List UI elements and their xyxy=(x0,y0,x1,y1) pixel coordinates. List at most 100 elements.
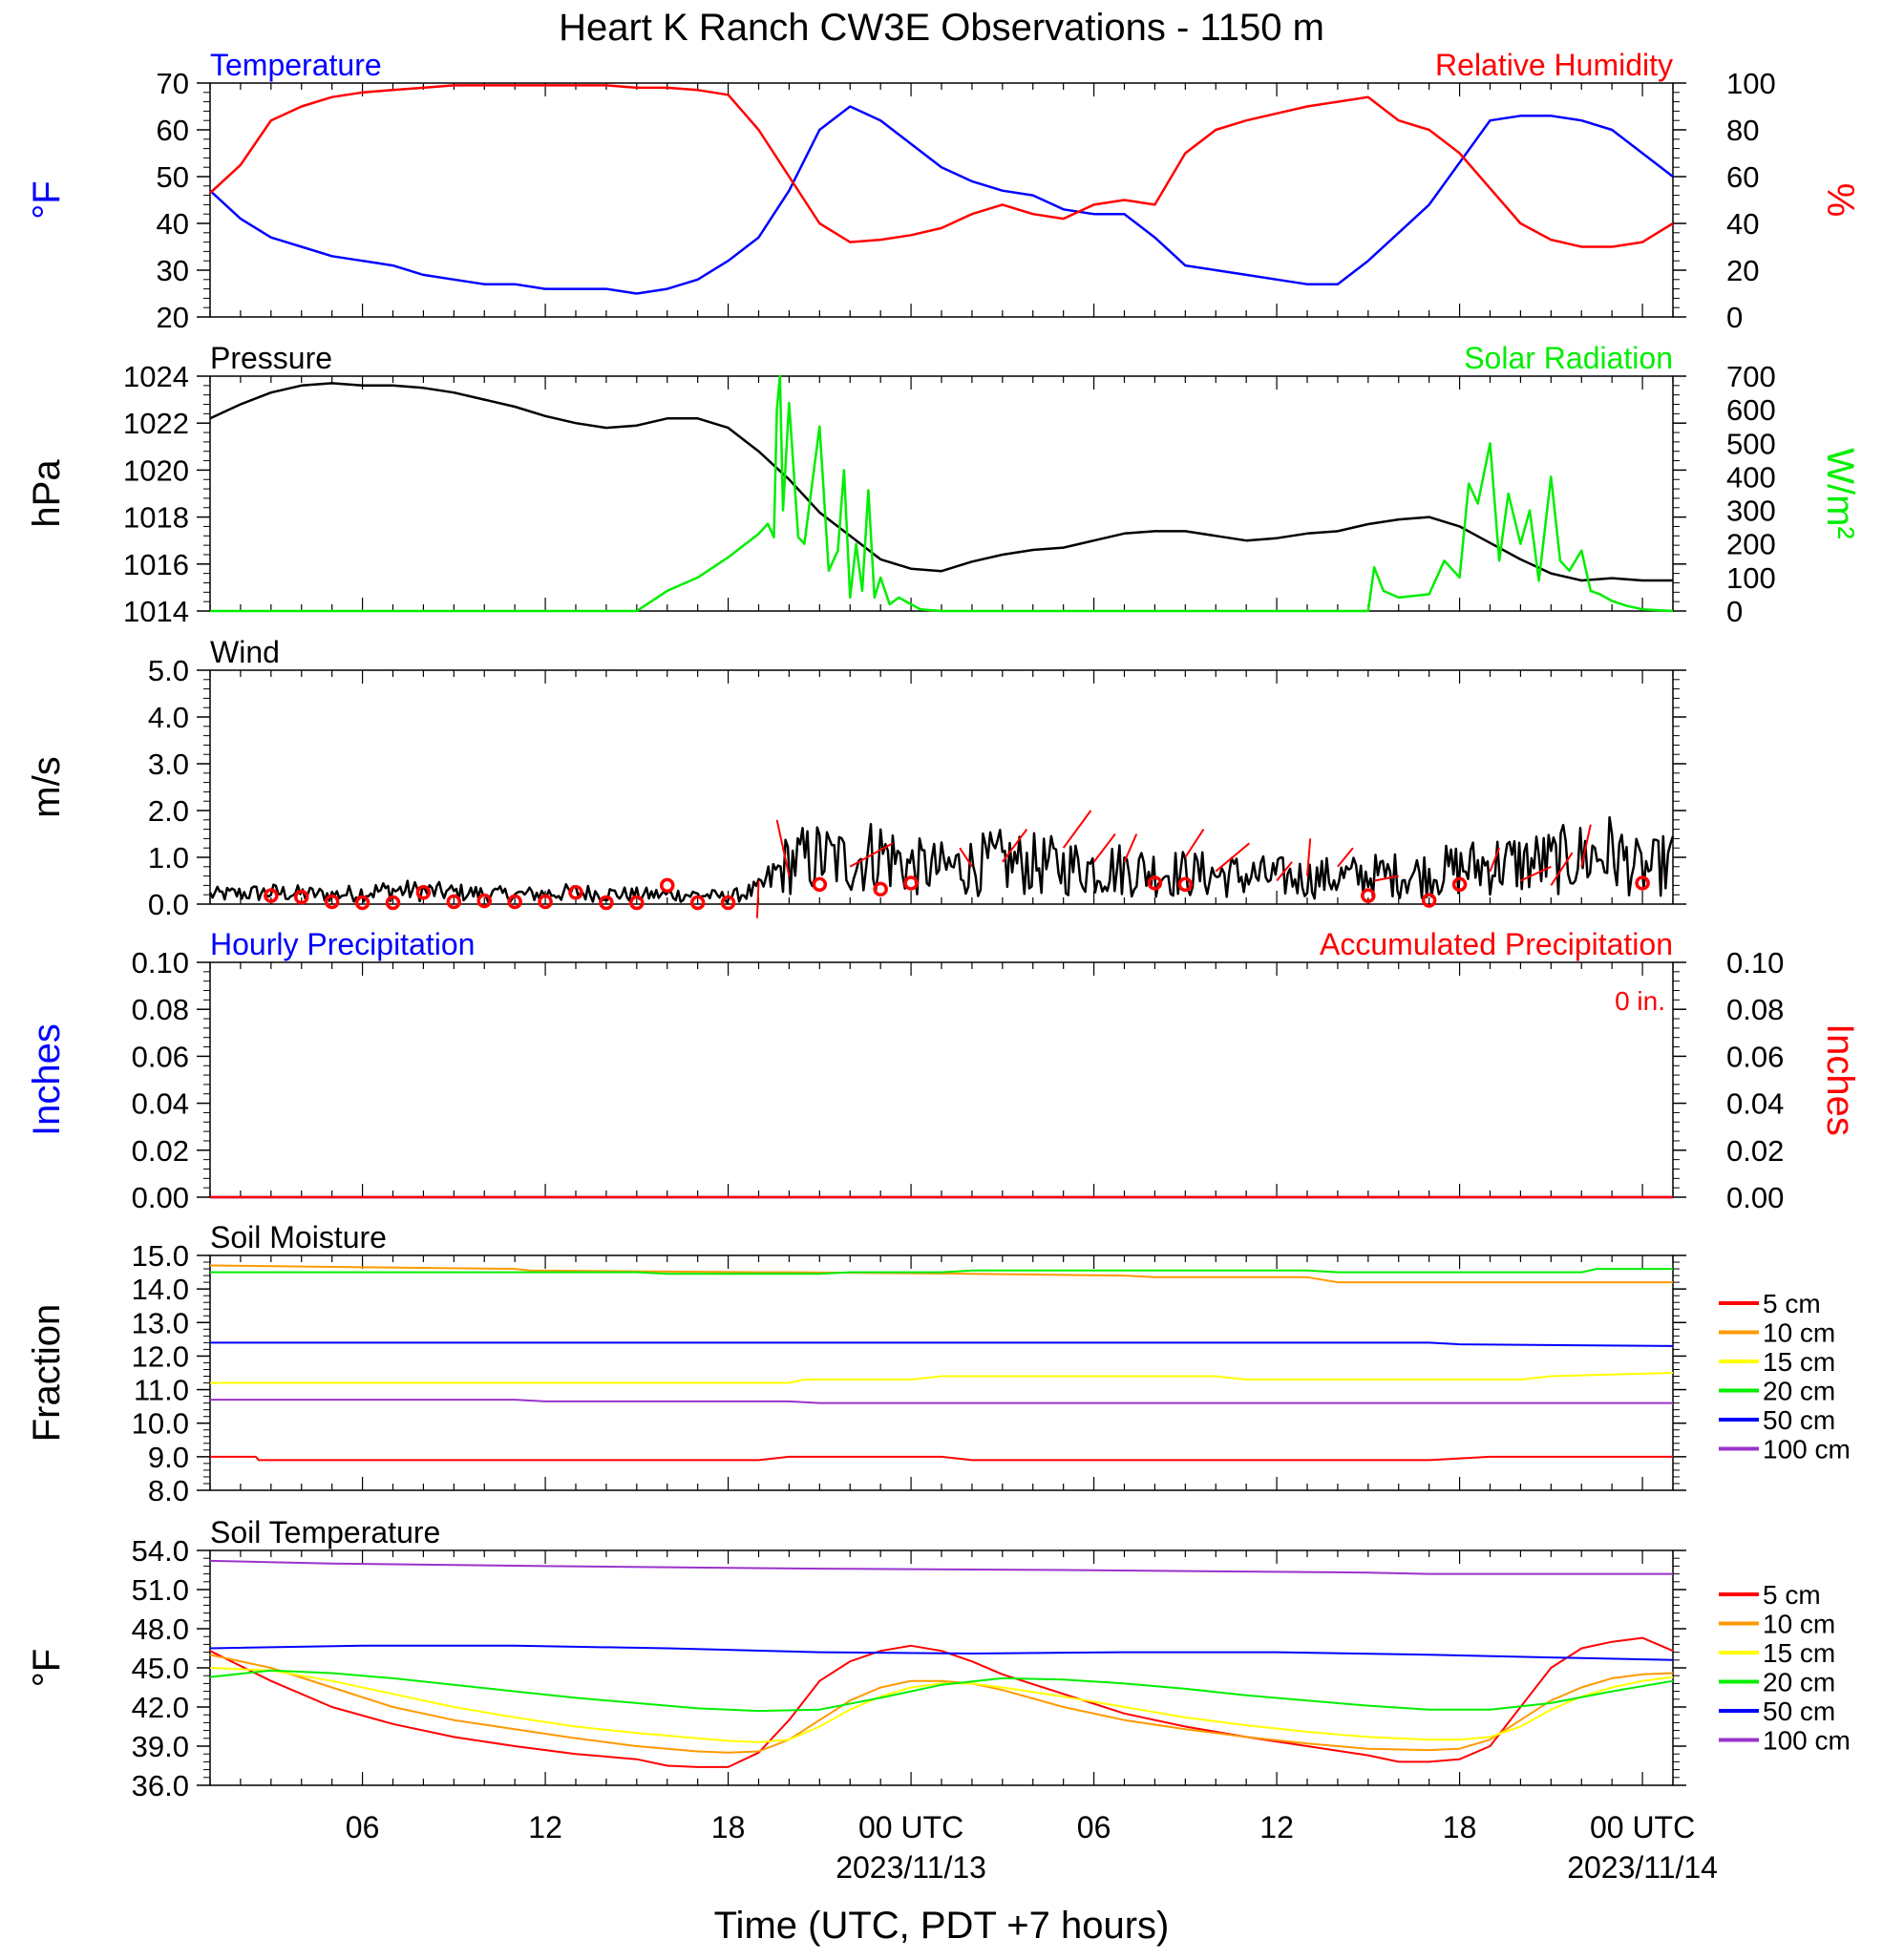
y-tick-label-right: 300 xyxy=(1726,495,1776,528)
series-line-100-cm xyxy=(210,1399,1673,1404)
chart-title: Heart K Ranch CW3E Observations - 1150 m xyxy=(559,7,1324,49)
y-tick-label-left: 1024 xyxy=(123,360,189,393)
wind-barb xyxy=(1306,838,1312,876)
y-tick-label-right: 0.02 xyxy=(1726,1134,1784,1168)
series-line-10-cm xyxy=(209,1264,1673,1284)
y-tick-label-right: 0 xyxy=(1726,595,1743,628)
y-tick-label-left: 15.0 xyxy=(132,1239,189,1273)
calm-wind-circle xyxy=(415,885,432,900)
wind-barb xyxy=(1215,842,1251,873)
panel-title-right: Solar Radiation xyxy=(1464,341,1673,375)
series-line-50-cm xyxy=(209,1644,1674,1661)
panel-title-left: Hourly Precipitation xyxy=(210,927,475,961)
y-tick-label-left: 51.0 xyxy=(132,1573,189,1607)
y-tick-label-left: 1014 xyxy=(123,595,189,628)
plot-frame xyxy=(209,1254,1674,1491)
wind-barb xyxy=(1184,829,1205,858)
y-axis-label-left: °F xyxy=(26,1649,68,1687)
wind-barb xyxy=(1489,847,1501,873)
accumulated-total-label: 0 in. xyxy=(1615,986,1665,1016)
y-axis-label-right: Inches xyxy=(1819,1023,1861,1136)
plot-frame xyxy=(209,82,1674,318)
time-tick-label: 06 xyxy=(346,1810,380,1844)
wind-barb xyxy=(775,819,791,876)
y-tick-label-right: 0.04 xyxy=(1726,1087,1784,1121)
wind-barb xyxy=(849,842,894,868)
y-tick-label-right: 0 xyxy=(1726,301,1743,334)
y-tick-label-right: 500 xyxy=(1726,427,1776,460)
wind-barb xyxy=(1374,875,1399,882)
y-tick-label-left: 40 xyxy=(157,207,189,241)
y-tick-label-left: 8.0 xyxy=(148,1474,189,1507)
wind-barb xyxy=(959,847,973,868)
calm-wind-circle xyxy=(264,888,279,903)
calm-wind-circle xyxy=(385,895,401,911)
y-tick-label-left: 2.0 xyxy=(148,794,189,828)
y-tick-label-left: 60 xyxy=(157,114,189,147)
wind-barb xyxy=(1092,832,1116,863)
legend-label: 10 cm xyxy=(1763,1318,1835,1348)
y-tick-label-left: 42.0 xyxy=(132,1691,189,1724)
y-tick-label-right: 80 xyxy=(1726,114,1759,147)
calm-wind-circle xyxy=(1421,893,1437,908)
y-tick-label-right: 0.10 xyxy=(1726,946,1784,980)
series-line-20-cm xyxy=(210,1268,1673,1275)
y-axis-label-right: W/m² xyxy=(1819,448,1861,539)
y-tick-label-left: 4.0 xyxy=(148,701,189,734)
y-tick-label-right: 100 xyxy=(1726,67,1776,100)
y-tick-label-left: 1022 xyxy=(123,407,189,440)
calm-wind-circle xyxy=(1635,875,1650,891)
time-tick-label: 00 UTC xyxy=(1590,1810,1695,1844)
legend-label: 100 cm xyxy=(1763,1726,1851,1756)
legend-label: 20 cm xyxy=(1763,1377,1835,1406)
plot-frame xyxy=(209,1549,1674,1786)
calm-wind-circle xyxy=(476,893,492,909)
y-tick-label-right: 100 xyxy=(1726,561,1776,595)
wind-barb xyxy=(755,880,760,918)
series-line-50-cm xyxy=(210,1341,1674,1347)
legend-label: 20 cm xyxy=(1763,1668,1835,1697)
y-tick-label-left: 0.00 xyxy=(132,1181,189,1214)
y-axis-label-left: m/s xyxy=(26,756,68,817)
wind-barb xyxy=(1550,852,1574,886)
calm-wind-circle xyxy=(812,876,828,893)
calm-wind-circle xyxy=(568,885,583,900)
calm-wind-circle xyxy=(1361,888,1376,903)
panel-title-left: Wind xyxy=(210,635,280,669)
y-axis-label-left: hPa xyxy=(26,459,68,528)
y-tick-label-right: 700 xyxy=(1726,360,1776,393)
y-tick-label-left: 9.0 xyxy=(148,1441,189,1474)
calm-wind-circle xyxy=(873,881,888,897)
legend-label: 15 cm xyxy=(1763,1347,1835,1377)
calm-wind-circle xyxy=(1451,876,1468,893)
series-line-10-cm xyxy=(209,1654,1674,1754)
legend-label: 10 cm xyxy=(1763,1610,1835,1639)
calm-wind-circle xyxy=(599,895,614,911)
time-tick-label: 12 xyxy=(1259,1810,1294,1844)
calm-wind-circle xyxy=(720,895,736,911)
calm-wind-circle xyxy=(324,894,340,910)
calm-wind-circle xyxy=(903,875,919,891)
y-tick-label-left: 36.0 xyxy=(132,1769,189,1802)
y-tick-label-right: 0.08 xyxy=(1726,993,1784,1026)
calm-wind-circle xyxy=(1147,875,1163,891)
y-tick-label-left: 48.0 xyxy=(132,1612,189,1646)
legend-label: 5 cm xyxy=(1763,1289,1821,1318)
time-tick-label: 12 xyxy=(528,1810,562,1844)
calm-wind-circle xyxy=(294,889,309,905)
y-tick-label-left: 50 xyxy=(157,160,189,194)
wind-barb xyxy=(1002,829,1028,863)
series-line-15-cm xyxy=(210,1372,1674,1384)
y-tick-label-left: 0.06 xyxy=(132,1040,189,1073)
y-tick-label-left: 1020 xyxy=(123,453,189,487)
time-date-label: 2023/11/14 xyxy=(1567,1850,1718,1885)
calm-wind-circle xyxy=(629,895,645,911)
y-tick-label-left: 70 xyxy=(157,67,189,100)
panel-title-left: Soil Moisture xyxy=(210,1220,387,1254)
calm-wind-circle xyxy=(689,895,706,911)
panel-title-left: Temperature xyxy=(210,48,382,82)
time-tick-label: 18 xyxy=(1443,1810,1477,1844)
y-tick-label-right: 200 xyxy=(1726,528,1776,561)
y-tick-label-left: 10.0 xyxy=(132,1407,189,1441)
